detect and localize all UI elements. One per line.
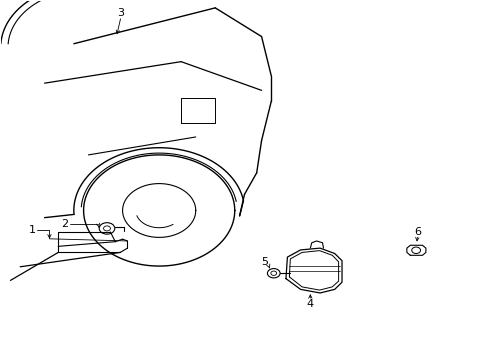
Text: 4: 4: [306, 299, 313, 309]
Text: 2: 2: [61, 219, 68, 229]
Text: 1: 1: [29, 225, 36, 235]
Text: 5: 5: [261, 257, 267, 267]
Text: 6: 6: [413, 227, 420, 237]
Text: 3: 3: [118, 8, 124, 18]
